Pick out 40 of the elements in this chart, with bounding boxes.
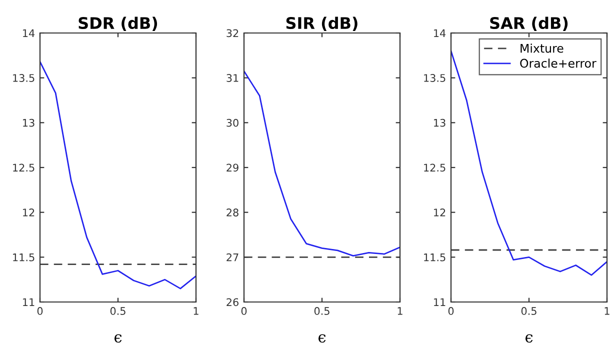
- x-tick-label: 0: [37, 307, 43, 315]
- x-tick-label: 1: [604, 307, 610, 315]
- chart-title: SIR (dB): [286, 16, 358, 31]
- y-tick-label: 30: [226, 118, 238, 127]
- y-tick-label: 12: [23, 208, 34, 216]
- x-axis-title: ϵ: [318, 334, 326, 343]
- x-tick-label: 0.5: [110, 307, 126, 315]
- legend-label: Oracle+error: [520, 58, 596, 68]
- x-tick-label: 0.5: [521, 307, 536, 315]
- legend-label: Mixture: [520, 44, 564, 53]
- chart-title: SAR (dB): [490, 16, 568, 31]
- y-tick-label: 11.5: [424, 254, 446, 262]
- x-tick-label: 1: [398, 307, 402, 315]
- chart-title: SDR (dB): [78, 16, 158, 31]
- y-tick-label: 11: [23, 298, 34, 306]
- x-axis-title: ϵ: [114, 334, 122, 343]
- y-tick-label: 29: [226, 164, 238, 172]
- y-tick-label: 26: [226, 298, 238, 306]
- line-series: [40, 61, 196, 290]
- y-tick-label: 14: [23, 29, 35, 37]
- y-tick-label: 13: [434, 118, 446, 127]
- y-tick-label: 12.5: [13, 164, 34, 172]
- y-tick-label: 12.5: [424, 164, 446, 172]
- y-tick-label: 12: [434, 208, 446, 216]
- y-tick-label: 13.5: [424, 74, 446, 82]
- y-tick-label: 14: [434, 29, 446, 37]
- x-tick-label: 1: [194, 307, 198, 315]
- y-tick-label: 13: [23, 118, 34, 127]
- y-tick-label: 11: [434, 298, 446, 306]
- y-tick-label: 28: [226, 208, 238, 216]
- y-tick-label: 27: [226, 253, 238, 262]
- x-tick-label: 0: [448, 307, 454, 315]
- y-tick-label: 11.5: [13, 254, 34, 262]
- x-tick-label: 0: [241, 307, 247, 315]
- y-tick-label: 13.5: [13, 74, 34, 82]
- y-tick-label: 32: [226, 29, 238, 38]
- x-axis-title: ϵ: [525, 334, 533, 343]
- line-series: [244, 70, 400, 257]
- x-tick-label: 0.5: [314, 307, 330, 315]
- y-tick-label: 31: [226, 74, 238, 82]
